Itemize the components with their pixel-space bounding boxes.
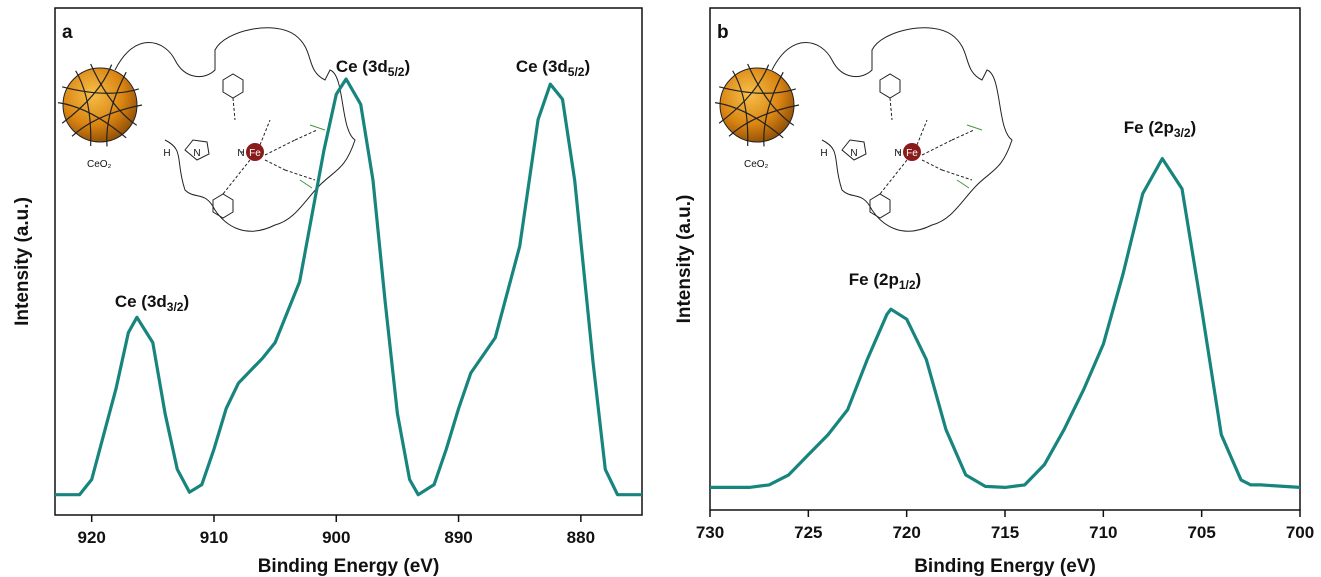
x-tick-label: 900 xyxy=(322,528,350,547)
inset-label: CeO₂ xyxy=(744,159,769,170)
annotation-part: 1/2 xyxy=(899,278,916,292)
x-tick-label: 880 xyxy=(567,528,595,547)
x-axis-label: Binding Energy (eV) xyxy=(914,556,1096,577)
particle-ligand xyxy=(75,70,92,146)
bonds xyxy=(222,97,318,195)
particle-ligand xyxy=(71,104,143,137)
annotation-part: 3/2 xyxy=(1174,126,1191,140)
annotation-part: 3/2 xyxy=(167,300,184,314)
particle-ligand xyxy=(747,63,795,126)
bonds xyxy=(879,97,975,195)
h-bonds xyxy=(299,124,326,189)
particle-ligand xyxy=(719,86,796,94)
x-tick-label: 720 xyxy=(892,523,920,542)
particle-ligand xyxy=(57,102,127,139)
imidazole xyxy=(184,139,210,161)
atom-label: N xyxy=(894,148,901,159)
peak-annotation: Fe (2p1/2) xyxy=(849,270,921,292)
peak-annotation: Ce (3d3/2) xyxy=(115,292,189,314)
particle-ligand xyxy=(62,86,139,94)
inset-schematic: CeO₂ H N N Fe xyxy=(714,27,1013,232)
ring xyxy=(212,193,234,219)
particle-ligand xyxy=(106,71,127,147)
inset-schematic: CeO₂ H N N Fe xyxy=(57,27,356,232)
annotation-part: 5/2 xyxy=(388,65,405,79)
annotation-part: ) xyxy=(183,292,189,311)
x-tick-label: 910 xyxy=(200,528,228,547)
ring xyxy=(869,193,891,219)
annotation-part: 5/2 xyxy=(568,65,585,79)
atom-label: N xyxy=(850,148,857,159)
imidazole xyxy=(841,139,867,161)
spectrum-line xyxy=(710,157,1301,489)
particle-ligand xyxy=(763,71,784,147)
annotation-part: Fe (2p xyxy=(849,270,899,289)
polymer-chain xyxy=(771,27,1013,232)
annotation-part: ) xyxy=(404,57,410,76)
polymer-chain xyxy=(114,27,356,232)
annotation-part: ) xyxy=(584,57,590,76)
annotation-part: Fe (2p xyxy=(1124,118,1174,137)
atom-label: H xyxy=(163,148,170,159)
plot-frame xyxy=(54,7,643,516)
annotation-part: Ce (3d xyxy=(336,57,388,76)
x-tick-label: 710 xyxy=(1089,523,1117,542)
spectrum-line xyxy=(55,77,642,497)
x-axis-label: Binding Energy (eV) xyxy=(258,556,440,577)
ring xyxy=(879,73,901,99)
atom-label: N xyxy=(237,148,244,159)
annotation-part: Ce (3d xyxy=(115,292,167,311)
panel-label: a xyxy=(62,22,73,43)
panel-label: b xyxy=(717,22,729,43)
ring xyxy=(222,73,244,99)
particle-ligand xyxy=(732,70,749,146)
peak-annotation: Fe (2p3/2) xyxy=(1124,118,1196,140)
particle-ligand xyxy=(718,64,770,124)
atom-label: N xyxy=(193,148,200,159)
atom-label: Fe xyxy=(249,148,261,159)
annotation-part: ) xyxy=(1191,118,1197,137)
x-tick-label: 890 xyxy=(444,528,472,547)
particle-ligand xyxy=(61,64,113,124)
x-tick-label: 725 xyxy=(794,523,822,542)
peak-annotation: Ce (3d5/2) xyxy=(516,57,590,79)
particle-ligand xyxy=(714,102,784,139)
particle-ligand xyxy=(90,63,138,126)
fe-center xyxy=(903,143,921,161)
x-tick-label: 705 xyxy=(1187,523,1215,542)
atom-label: Fe xyxy=(906,148,918,159)
fe-center xyxy=(246,143,264,161)
annotation-part: Ce (3d xyxy=(516,57,568,76)
peak-annotation: Ce (3d5/2) xyxy=(336,57,410,79)
annotation-part: ) xyxy=(916,270,922,289)
nanoparticle xyxy=(62,67,138,143)
nanoparticle xyxy=(719,67,795,143)
x-tick-label: 715 xyxy=(991,523,1019,542)
x-tick-label: 700 xyxy=(1286,523,1314,542)
x-tick-label: 730 xyxy=(696,523,724,542)
atom-label: H xyxy=(820,148,827,159)
x-tick-label: 920 xyxy=(78,528,106,547)
y-axis-label: Intensity (a.u.) xyxy=(12,197,33,326)
h-bonds xyxy=(956,124,983,189)
plot-frame xyxy=(709,7,1301,511)
y-axis-label: Intensity (a.u.) xyxy=(674,195,695,324)
particle-ligand xyxy=(728,104,800,137)
inset-label: CeO₂ xyxy=(87,159,112,170)
